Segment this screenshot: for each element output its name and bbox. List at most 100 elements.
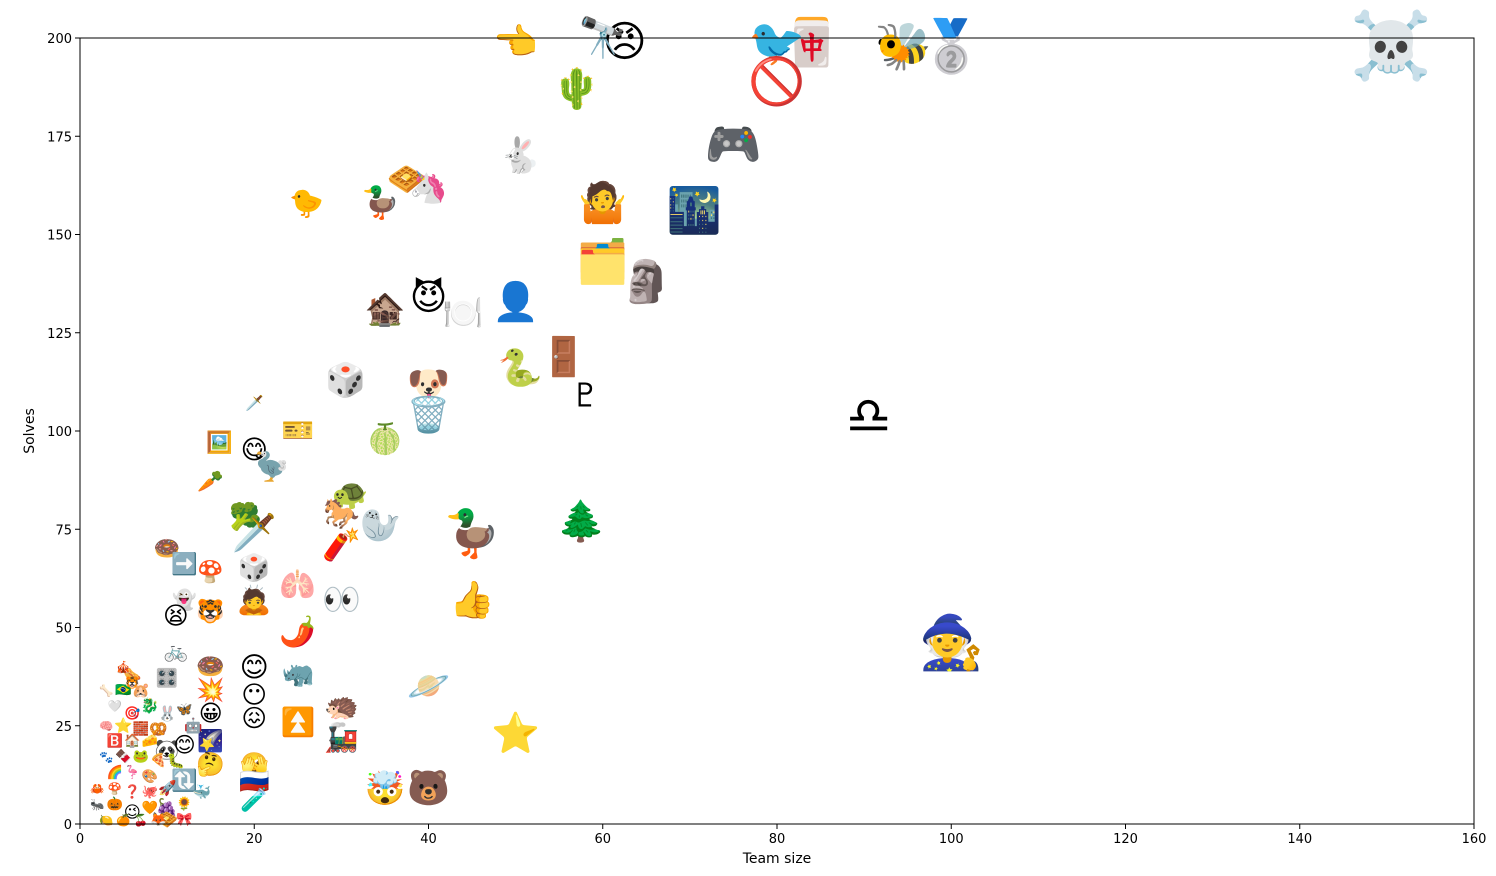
scatter-point: ➡️	[171, 551, 198, 577]
x-tick-label: 0	[76, 832, 84, 847]
scatter-point: 🍈	[367, 421, 404, 456]
x-tick-label: 120	[1113, 832, 1138, 847]
scatter-point: 🐉	[141, 697, 159, 715]
scatter-point: 🎛️	[156, 667, 178, 689]
scatter-point: 🦴	[99, 683, 113, 697]
scatter-point: 🍄	[197, 559, 224, 585]
scatter-point: 🇧🇷	[115, 682, 131, 698]
x-axis-label: Team size	[742, 851, 812, 867]
scatter-point: 🐯	[125, 676, 139, 690]
y-tick-label: 100	[47, 425, 72, 440]
y-tick-label: 0	[64, 818, 72, 833]
scatter-point: 🦏	[281, 660, 314, 690]
scatter-point: 😊	[173, 733, 195, 758]
x-tick-label: 160	[1462, 832, 1487, 847]
scatter-point: 😫	[163, 601, 189, 630]
scatter-point: 👤	[492, 279, 539, 323]
scatter-point: 🎨	[142, 767, 158, 784]
scatter-point: 🤯	[365, 770, 406, 808]
scatter-point: 🥨	[149, 721, 167, 738]
scatter-point: 🐻	[407, 767, 450, 809]
scatter-point: 🍕	[150, 753, 166, 769]
scatter-point: 😉	[124, 803, 141, 822]
scatter-point: 💥	[196, 676, 225, 703]
scatter-point: ♎	[846, 386, 892, 445]
scatter-point: 🎫	[281, 416, 314, 446]
emoji-points: ☠️🥈🐝🀄🐦🚫😠🔭👈🌵🎮🐇🌃🤷🐤 🦆🧇🦄🗂️🗿👤🍽️😈🏚️🚪🐍♇ ♎🎲 🐶🗑️🗡️🎫 🍈…	[90, 8, 1432, 831]
scatter-point: 🗑️	[407, 394, 450, 435]
scatter-point: 🐤	[289, 187, 324, 220]
scatter-point: 🤖	[184, 716, 202, 734]
scatter-point: 🦩	[124, 764, 140, 780]
scatter-point: ⭐	[114, 716, 132, 734]
scatter-point: 😶	[241, 680, 267, 709]
scatter-point: 🌲	[556, 498, 605, 544]
scatter-point: 🀄	[783, 15, 840, 69]
scatter-point: 🧇	[387, 161, 426, 197]
scatter-point: 🌃	[667, 184, 722, 236]
scatter-point: 🗿	[621, 258, 672, 306]
scatter-point: 👍	[450, 579, 495, 621]
scatter-point: 🍩	[154, 536, 181, 561]
scatter-point: 🎀	[176, 812, 192, 828]
y-tick-label: 150	[47, 229, 72, 244]
scatter-point: 🎮	[705, 117, 762, 171]
x-tick-label: 20	[246, 832, 263, 847]
scatter-point: 🦆	[443, 506, 500, 561]
scatter-point: 🫣	[240, 751, 269, 778]
scatter-point: 🏚️	[365, 290, 406, 328]
scatter-point: 🍊	[116, 813, 131, 827]
scatter-point: 🐙	[142, 785, 158, 800]
scatter-point: 🦆	[361, 184, 400, 221]
scatter-point: 🏠	[124, 733, 140, 749]
scatter-point: 🎲	[325, 361, 366, 399]
scatter-point: 🌻	[176, 796, 192, 812]
scatter-point: 👈	[493, 21, 538, 63]
scatter-point: 🐾	[99, 750, 113, 764]
scatter-point: 🐳	[193, 784, 211, 801]
scatter-point: 🐼	[155, 738, 180, 761]
scatter-point: 🔃	[171, 767, 198, 793]
scatter-point: 🍒	[134, 813, 148, 827]
scatter-point: 🌶️	[279, 614, 316, 649]
scatter-point: 🐇	[499, 135, 542, 176]
scatter-point: 🗡️	[245, 394, 263, 412]
scatter-point: 🗂️	[576, 237, 629, 287]
y-axis-label: Solves	[22, 408, 38, 454]
scatter-point: 👀	[322, 582, 361, 618]
y-tick-label: 25	[55, 720, 72, 735]
scatter-point: 🐸	[133, 749, 149, 765]
scatter-point: 🚀	[158, 779, 176, 797]
scatter-point: 😖	[241, 703, 267, 732]
scatter-point: 🐢	[332, 477, 369, 511]
x-tick-label: 140	[1287, 832, 1312, 847]
scatter-point: 🤍	[108, 699, 123, 713]
scatter-point: 🐝	[875, 19, 932, 73]
scatter-point: 🫁	[279, 567, 316, 601]
scatter-point: 🚂	[324, 721, 359, 754]
scatter-point: 🚫	[748, 54, 805, 108]
scatter-point: 🧠	[99, 719, 113, 733]
scatter-point: 🐍	[498, 347, 543, 389]
y-tick-label: 200	[47, 32, 72, 47]
scatter-point: 🤔	[196, 751, 225, 778]
scatter-point: 🥕	[197, 470, 224, 495]
scatter-point: 🦄	[409, 168, 448, 205]
scatter-point: 🧡	[142, 800, 159, 816]
scatter-point: 🤷	[578, 179, 627, 226]
scatter-point: 🐹	[132, 682, 150, 699]
scatter-point: 🐰	[158, 704, 176, 722]
x-tick-label: 60	[594, 832, 611, 847]
scatter-point: 👻	[172, 587, 197, 611]
scatter-point: 🦤	[254, 449, 289, 483]
scatter-point: 🦔	[324, 690, 359, 723]
scatter-point: ❓	[124, 784, 140, 800]
scatter-point: 🎲	[238, 553, 271, 584]
scatter-point: 🪐	[407, 666, 451, 706]
scatter-point: 😈	[410, 276, 448, 318]
scatter-point: 😋	[241, 436, 268, 466]
scatter-point: 🌈	[107, 763, 123, 780]
scatter-point: 🧇	[156, 810, 178, 831]
scatter-point: 🐦	[748, 15, 805, 69]
